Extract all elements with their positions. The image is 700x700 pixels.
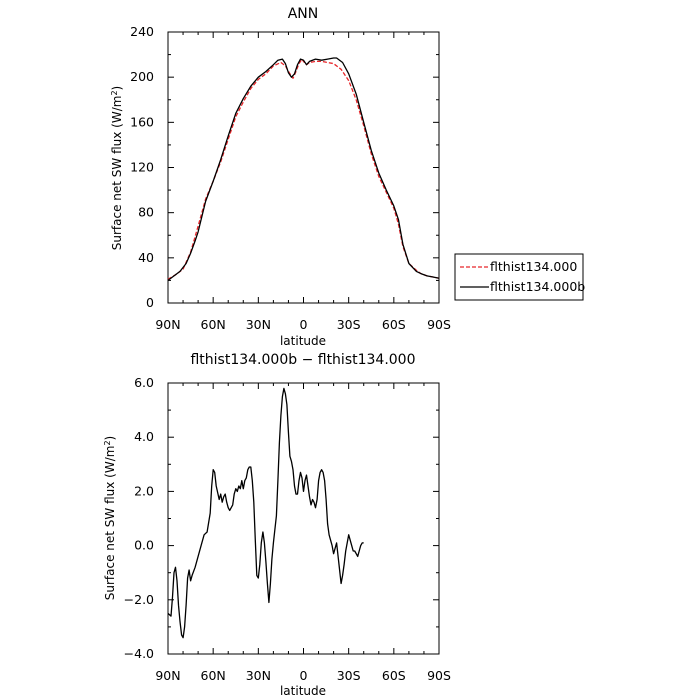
- legend-frame: [454, 253, 584, 301]
- top-xtick-label: 30N: [246, 317, 271, 332]
- top-xtick-label: 60S: [382, 317, 406, 332]
- bottom-xtick-label: 30N: [246, 668, 271, 683]
- bottom-series-line-0: [167, 387, 364, 639]
- bottom-panel-title: flthist134.000b − flthist134.000: [190, 352, 415, 368]
- bottom-ytick-label: 0.0: [134, 538, 154, 553]
- bottom-panel-frame: [167, 382, 440, 655]
- top-ytick-label: 160: [130, 114, 154, 129]
- top-ytick-label: 120: [130, 160, 154, 175]
- top-panel-title: ANN: [288, 6, 319, 22]
- bottom-ytick-label: −2.0: [124, 592, 154, 607]
- legend-label-control: flthist134.000: [490, 259, 577, 274]
- bottom-xtick-label: 30S: [337, 668, 361, 683]
- top-ytick-label: 200: [130, 69, 154, 84]
- bottom-panel-ylabel: Surface net SW flux (W/m2): [103, 436, 118, 600]
- top-panel-ylabel: Surface net SW flux (W/m2): [110, 86, 125, 250]
- top-xtick-label: 90S: [427, 317, 451, 332]
- top-xtick-label: 90N: [155, 317, 180, 332]
- bottom-ytick-label: 2.0: [134, 483, 154, 498]
- legend-label-test: flthist134.000b: [490, 279, 585, 294]
- top-xtick-label: 60N: [201, 317, 226, 332]
- bottom-xtick-label: 60S: [382, 668, 406, 683]
- top-panel-series: [167, 57, 440, 281]
- bottom-panel-xlabel: latitude: [280, 684, 326, 698]
- top-ytick-label: 40: [138, 250, 154, 265]
- top-xtick-label: 0: [300, 317, 308, 332]
- top-ytick-label: 240: [130, 24, 154, 39]
- top-panel-ticks: 90N 60N 30N 0 30S 60S 90S 0 40 80 120 160 200 240: [130, 24, 451, 332]
- bottom-ytick-label: −4.0: [124, 646, 154, 661]
- bottom-panel: flthist134.000b − flthist134.000 90N 60N 3…: [103, 352, 451, 698]
- top-series-line-1: [167, 57, 440, 281]
- bottom-xtick-label: 90N: [155, 668, 180, 683]
- top-xtick-label: 30S: [337, 317, 361, 332]
- top-panel: ANN 90N 60N 30N 0 30S 60S 90S 0 40 80 120 160 200 240…: [110, 6, 451, 348]
- top-ytick-label: 0: [146, 295, 154, 310]
- top-panel-xlabel: latitude: [280, 334, 326, 348]
- bottom-ytick-label: 6.0: [134, 375, 154, 390]
- bottom-ytick-label: 4.0: [134, 429, 154, 444]
- legend: flthist134.000 flthist134.000b: [454, 253, 585, 301]
- top-ytick-label: 80: [138, 205, 154, 220]
- top-panel-frame: [167, 31, 440, 304]
- bottom-xtick-label: 90S: [427, 668, 451, 683]
- bottom-xtick-label: 0: [300, 668, 308, 683]
- bottom-xtick-label: 60N: [201, 668, 226, 683]
- bottom-panel-series: [167, 387, 364, 639]
- top-series-line-0: [167, 58, 440, 280]
- bottom-panel-ticks: 90N 60N 30N 0 30S 60S 90S −4.0 −2.0 0.0 2.0 4.0 6.0: [124, 375, 451, 683]
